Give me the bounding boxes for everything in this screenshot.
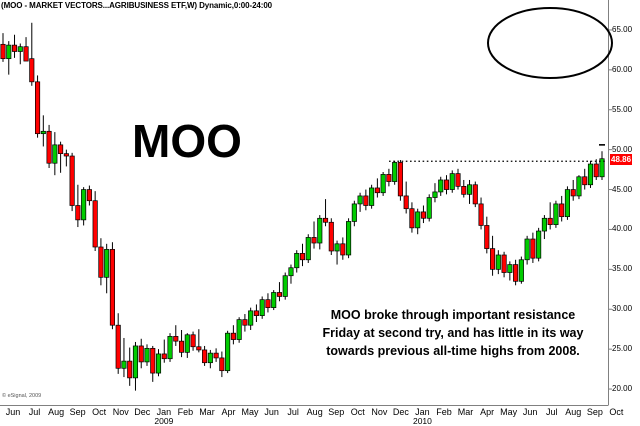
price-tick-label: 60.00 — [612, 64, 633, 74]
month-tick-label: Mar — [457, 407, 474, 417]
month-tick-label: May — [500, 407, 518, 417]
month-tick-label: Oct — [609, 407, 624, 417]
month-tick-label: Feb — [177, 407, 194, 417]
month-tick-label: Sep — [586, 407, 603, 417]
price-tick-label: 35.00 — [612, 264, 633, 274]
month-tick-label: Sep — [69, 407, 86, 417]
month-tick-label: Jun — [264, 407, 279, 417]
circle-highlight — [487, 7, 613, 79]
month-tick-label: Jul — [28, 407, 41, 417]
last-price-tag: 48.86 — [610, 153, 633, 165]
month-tick-label: Jun — [5, 407, 21, 417]
ticker-watermark: MOO — [132, 115, 242, 167]
month-tick-label: Aug — [306, 407, 323, 417]
month-tick-label: Apr — [221, 407, 236, 417]
month-tick-label: Oct — [92, 407, 107, 417]
price-tick-label: 40.00 — [612, 224, 633, 234]
price-tick-label: 20.00 — [612, 384, 633, 394]
price-tick-label: 30.00 — [612, 304, 633, 314]
month-tick-label: Nov — [112, 407, 129, 417]
commentary-line-3: towards previous all-time highs from 200… — [326, 344, 580, 359]
commentary-line-2: Friday at second try, and has little in … — [322, 326, 584, 341]
month-tick-label: Jul — [545, 407, 558, 417]
month-tick-label: Jan — [156, 407, 172, 417]
year-tick-label: 2010 — [412, 416, 432, 426]
price-tick-label: 55.00 — [612, 104, 633, 114]
month-tick-label: Aug — [48, 407, 65, 417]
month-tick-label: Jul — [287, 407, 299, 417]
month-tick-label: Apr — [480, 407, 495, 417]
month-tick-label: Jan — [415, 407, 430, 417]
month-tick-label: Aug — [565, 407, 582, 417]
price-tick-label: 25.00 — [612, 344, 633, 354]
price-tick-label: 65.00 — [612, 24, 633, 34]
month-tick-label: Dec — [134, 407, 151, 417]
copyright-notice: © eSignal, 2009 — [2, 393, 42, 399]
month-tick-label: Mar — [199, 407, 215, 417]
price-tick-label: 50.00 — [612, 144, 633, 154]
month-tick-label: Nov — [371, 407, 388, 417]
commentary-annotation: MOO broke through important resistance F… — [308, 306, 598, 360]
price-tick-label: 45.00 — [612, 184, 633, 194]
month-tick-label: Oct — [350, 407, 365, 417]
month-tick-label: Feb — [436, 407, 452, 417]
year-tick-label: 2009 — [154, 416, 174, 426]
month-tick-label: May — [241, 407, 259, 417]
chart-title: (MOO - MARKET VECTORS...AGRIBUSINESS ETF… — [1, 1, 273, 10]
commentary-line-1: MOO broke through important resistance — [330, 308, 576, 322]
month-tick-label: Dec — [392, 407, 409, 417]
month-tick-label: Sep — [328, 407, 345, 417]
candle-series — [0, 22, 605, 391]
month-tick-label: Jun — [522, 407, 538, 417]
